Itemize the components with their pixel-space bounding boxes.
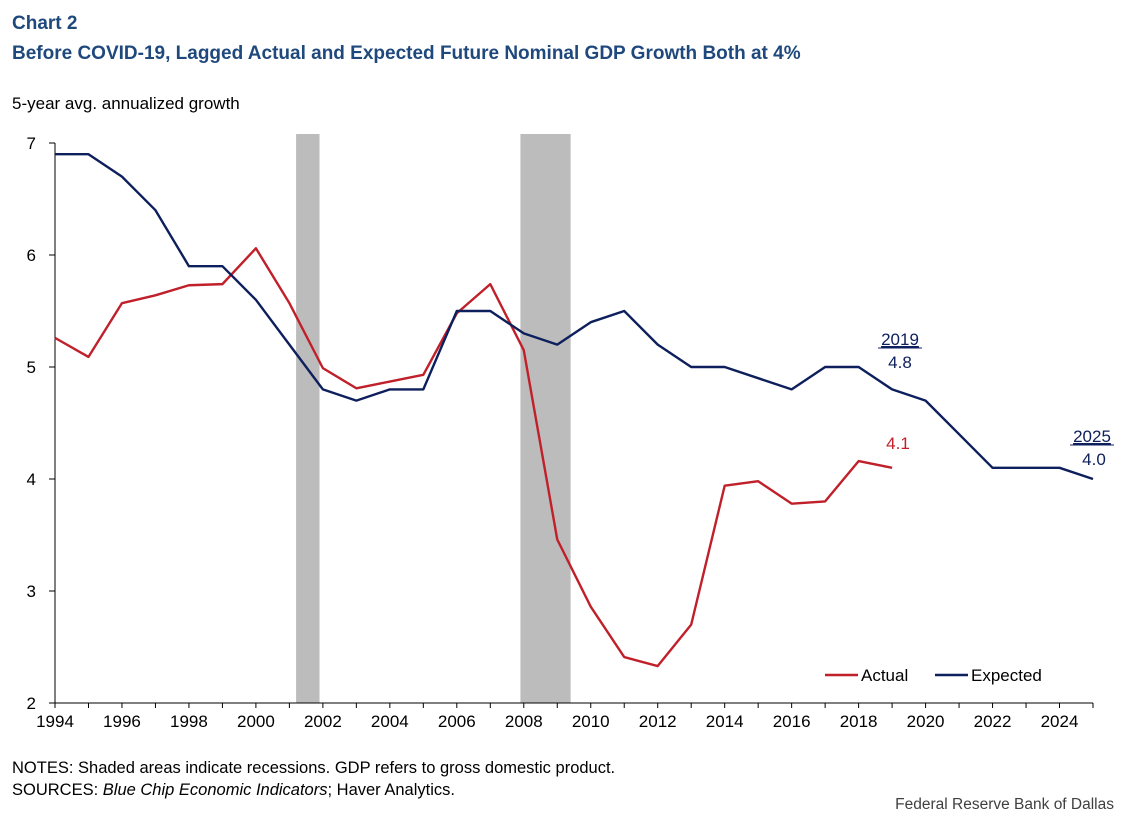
sources: SOURCES: Blue Chip Economic Indicators; … (12, 781, 455, 800)
annotation-2019-year: 2019 (881, 330, 919, 349)
x-tick-label-2014: 2014 (706, 712, 744, 731)
y-tick-label-7: 7 (27, 134, 36, 153)
sources-suffix: ; Haver Analytics. (327, 781, 455, 799)
x-tick-label-2020: 2020 (907, 712, 945, 731)
x-tick-label-2002: 2002 (304, 712, 342, 731)
y-tick-label-5: 5 (27, 358, 36, 377)
annotation-2019-actual-value: 4.1 (886, 434, 910, 453)
recession-bar-1 (296, 134, 320, 703)
chart-title: Before COVID-19, Lagged Actual and Expec… (12, 43, 801, 64)
credit: Federal Reserve Bank of Dallas (895, 796, 1114, 813)
x-tick-label-2004: 2004 (371, 712, 409, 731)
recession-bar-2 (520, 134, 571, 703)
x-tick-label-2000: 2000 (237, 712, 275, 731)
legend-actual-label: Actual (861, 666, 908, 685)
x-tick-label-2016: 2016 (773, 712, 811, 731)
series-line-actual (54, 247, 893, 668)
y-tick-label-6: 6 (27, 246, 36, 265)
legend: Actual Expected (825, 666, 1042, 685)
annotation-2025-year: 2025 (1073, 427, 1111, 446)
x-tick-label-1998: 1998 (170, 712, 208, 731)
sources-prefix: SOURCES: (12, 781, 103, 799)
annotations: 2019 4.8 4.1 2025 4.0 (878, 330, 1114, 469)
y-tick-label-4: 4 (27, 470, 36, 489)
series-line-expected (55, 152, 1094, 481)
x-tick-label-2018: 2018 (840, 712, 878, 731)
y-tick-label-3: 3 (27, 582, 36, 601)
y-axis-label: 5-year avg. annualized growth (12, 94, 240, 113)
sources-italic: Blue Chip Economic Indicators (102, 781, 328, 799)
x-tick-label-2022: 2022 (974, 712, 1012, 731)
legend-expected-label: Expected (971, 666, 1042, 685)
x-tick-label-1994: 1994 (36, 712, 74, 731)
recession-shading (296, 134, 571, 703)
x-tick-label-2008: 2008 (505, 712, 543, 731)
axes (54, 143, 1093, 704)
x-tick-label-2010: 2010 (572, 712, 610, 731)
x-tick-label-2012: 2012 (639, 712, 677, 731)
y-ticks: 2 3 4 5 6 7 (27, 134, 55, 713)
x-tick-label-2006: 2006 (438, 712, 476, 731)
annotation-2025-expected-value: 4.0 (1082, 450, 1106, 469)
annotation-2019-expected-value: 4.8 (888, 353, 912, 372)
chart-number: Chart 2 (12, 13, 78, 34)
y-tick-label-2: 2 (27, 694, 36, 713)
series-lines (54, 152, 1094, 668)
x-tick-label-2024: 2024 (1041, 712, 1079, 731)
notes: NOTES: Shaded areas indicate recessions.… (12, 759, 616, 777)
x-ticks: 1994 1996 1998 2000 2002 2004 2006 2008 2010 2012… (36, 703, 1094, 731)
x-tick-label-1996: 1996 (103, 712, 141, 731)
